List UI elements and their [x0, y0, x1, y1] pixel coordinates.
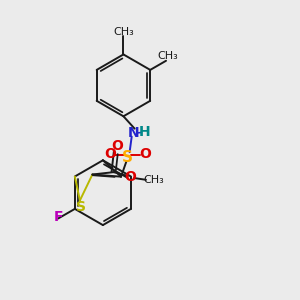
- Text: F: F: [53, 210, 63, 224]
- Text: CH₃: CH₃: [114, 27, 134, 37]
- Text: O: O: [125, 170, 136, 184]
- Text: H: H: [139, 125, 150, 140]
- Text: CH₃: CH₃: [143, 175, 164, 185]
- Text: O: O: [104, 147, 116, 161]
- Text: O: O: [140, 147, 152, 161]
- Text: S: S: [122, 150, 134, 165]
- Text: N: N: [127, 126, 139, 140]
- Text: O: O: [111, 139, 123, 153]
- Text: S: S: [76, 200, 85, 214]
- Text: CH₃: CH₃: [157, 51, 178, 62]
